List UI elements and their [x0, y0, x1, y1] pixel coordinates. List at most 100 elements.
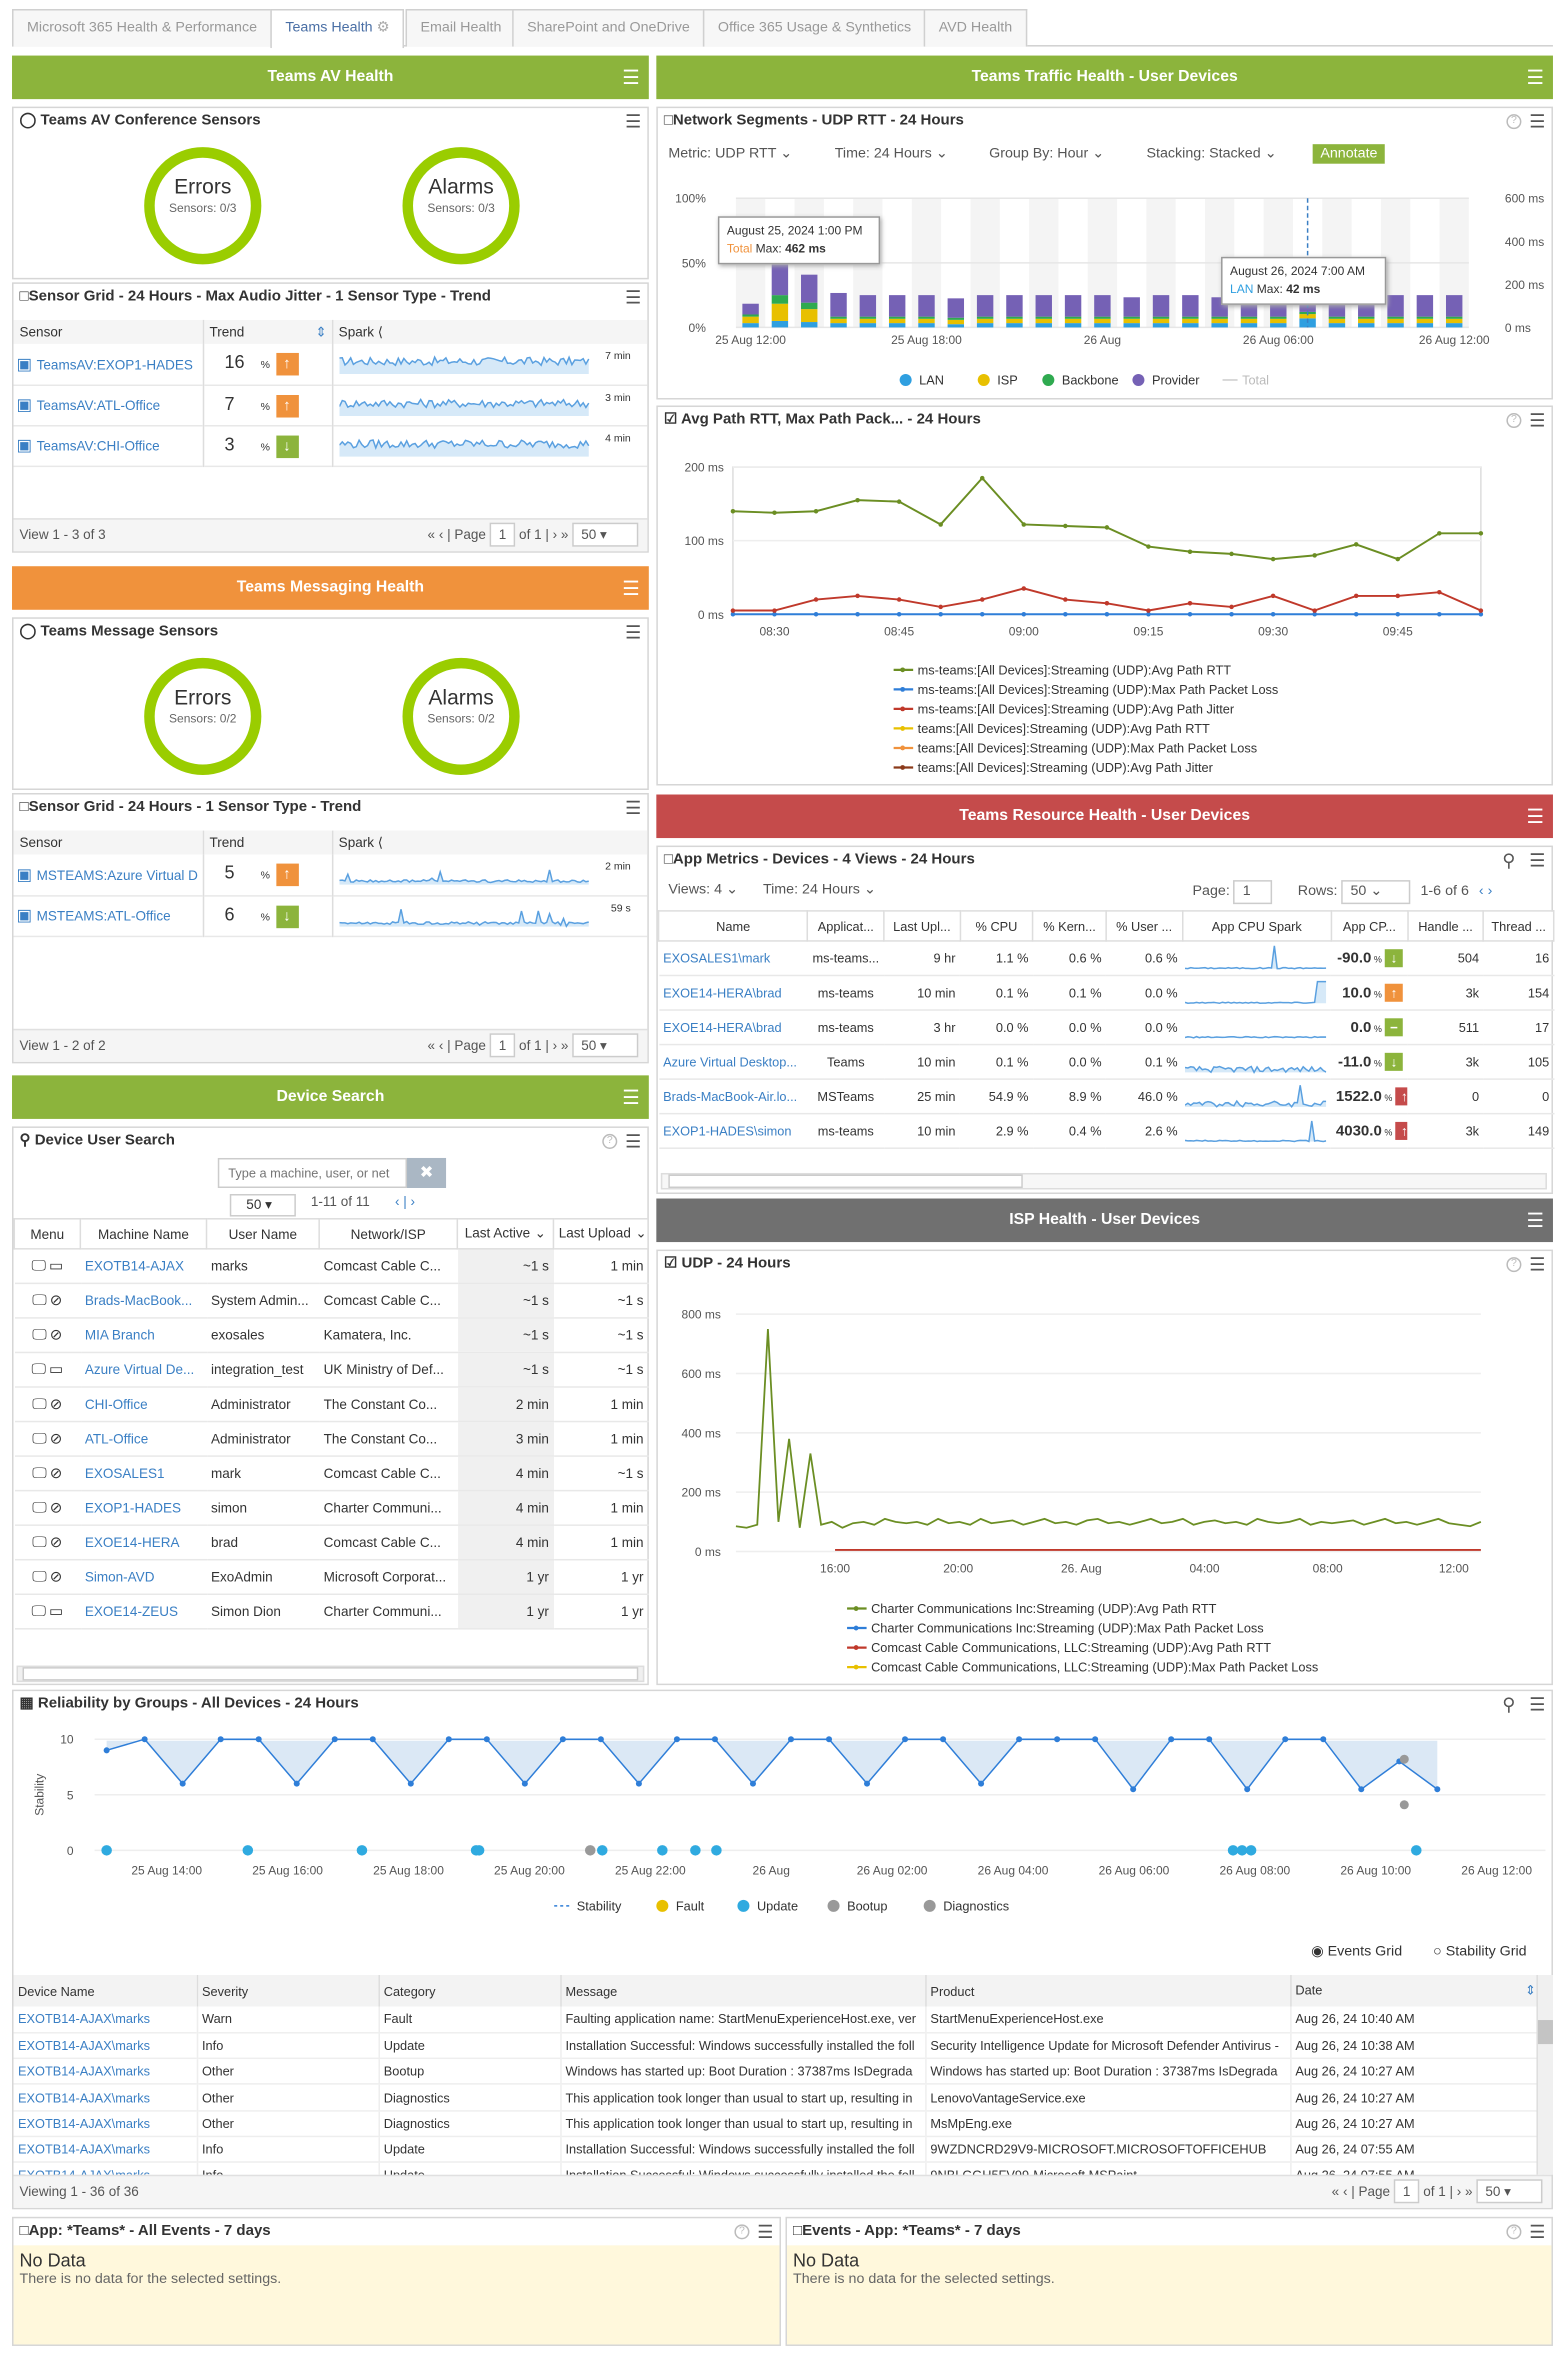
data-point[interactable]	[813, 508, 819, 514]
data-point[interactable]	[979, 475, 985, 481]
next-page-icon[interactable]: ›	[1487, 883, 1493, 900]
stability-point[interactable]	[826, 1736, 833, 1743]
bar-segment-lan[interactable]	[1270, 323, 1287, 328]
machine-name[interactable]: Brads-MacBook...	[80, 1283, 207, 1319]
event-marker[interactable]	[1245, 1845, 1257, 1856]
stability-point[interactable]	[559, 1736, 566, 1743]
data-point[interactable]	[896, 499, 902, 504]
col-header[interactable]: % User ...	[1105, 910, 1183, 942]
stability-point[interactable]	[331, 1736, 338, 1743]
data-point[interactable]	[1478, 612, 1484, 617]
bar-segment-provider[interactable]	[1035, 295, 1052, 317]
stability-grid-radio[interactable]: ○ Stability Grid	[1433, 1943, 1527, 1960]
bar-segment-isp[interactable]	[1270, 318, 1287, 324]
data-point[interactable]	[1146, 608, 1151, 613]
machine-name[interactable]: MIA Branch	[80, 1317, 207, 1354]
bar-segment-isp[interactable]	[801, 309, 818, 323]
sensor-row[interactable]: ▣ MSTEAMS:Azure Virtual D 5% ↑ 2 min	[13, 854, 648, 896]
col-header[interactable]: Last Active ⌄	[456, 1218, 555, 1250]
bar-segment-lan[interactable]	[1240, 323, 1258, 328]
next-page-icon[interactable]: ›	[552, 527, 558, 543]
bar-segment-lan[interactable]	[918, 323, 935, 328]
bar-segment-lan[interactable]	[1152, 323, 1170, 328]
table-row[interactable]: 🖵 ⊘ EXOE14-HERA brad Comcast Cable C... 4 min…	[14, 1525, 649, 1561]
menu-icon[interactable]: ☰	[1526, 66, 1544, 89]
device-name[interactable]: EXOE14-HERA\brad	[658, 1010, 808, 1046]
legend-item[interactable]: Backbone	[1042, 372, 1119, 387]
bar-segment-provider[interactable]	[1123, 297, 1140, 317]
bar-segment-isp[interactable]	[1416, 318, 1434, 324]
help-icon[interactable]: ?	[602, 1133, 618, 1149]
monitor-icon[interactable]: 🖵	[32, 1326, 47, 1344]
bar-segment-backbone[interactable]	[1211, 316, 1228, 319]
event-marker[interactable]	[1411, 1845, 1422, 1856]
col-header[interactable]: App CPU Spark	[1181, 910, 1333, 942]
tab-sharepoint-onedrive[interactable]: SharePoint and OneDrive	[512, 9, 705, 47]
bar-segment-backbone[interactable]	[918, 316, 935, 319]
table-row[interactable]: 🖵 ▭ Azure Virtual De... integration_test UK …	[14, 1352, 649, 1388]
sensor-row[interactable]: ▣ MSTEAMS:ATL-Office 6% ↓ 59 s	[13, 895, 648, 936]
tab-o365-usage[interactable]: Office 365 Usage & Synthetics	[702, 9, 927, 47]
data-point[interactable]	[1395, 593, 1401, 599]
menu-icon[interactable]: ☰	[1529, 410, 1546, 432]
horizontal-scrollbar[interactable]	[16, 1665, 645, 1683]
device-search-input[interactable]	[217, 1157, 408, 1189]
bar-segment-backbone[interactable]	[1094, 316, 1111, 319]
data-point[interactable]	[772, 510, 777, 515]
sensor-name[interactable]: TeamsAV:EXOP1-HADES	[36, 357, 193, 373]
legend-item[interactable]: Update	[737, 1898, 798, 1913]
bar-segment-isp[interactable]	[1328, 318, 1346, 324]
sparkline[interactable]: 4 min	[338, 427, 633, 460]
bar-segment-backbone[interactable]	[1240, 316, 1258, 319]
menu-icon[interactable]: ☰	[622, 66, 640, 89]
first-page-icon[interactable]: «	[427, 1037, 436, 1053]
monitor-icon[interactable]: 🖵	[32, 1534, 47, 1551]
bar-segment-isp[interactable]	[1094, 318, 1111, 324]
col-header[interactable]: User Name	[205, 1218, 320, 1250]
help-icon[interactable]: ?	[734, 2224, 750, 2240]
annotate-button[interactable]: Annotate	[1312, 144, 1386, 164]
bar-segment-isp[interactable]	[1006, 318, 1023, 324]
tab-m365-health[interactable]: Microsoft 365 Health & Performance	[12, 9, 273, 47]
bar-segment-backbone[interactable]	[976, 316, 994, 319]
monitor-icon[interactable]: 🖵	[32, 1499, 47, 1517]
data-point[interactable]	[938, 604, 943, 610]
bar-segment-backbone[interactable]	[1006, 316, 1023, 319]
data-point[interactable]	[1270, 612, 1276, 617]
stability-point[interactable]	[978, 1780, 985, 1787]
bar-segment-backbone[interactable]	[888, 316, 906, 319]
bar-segment-provider[interactable]	[1006, 295, 1023, 317]
data-point[interactable]	[1063, 612, 1068, 617]
bar-segment-backbone[interactable]	[1035, 316, 1052, 319]
bar-segment-isp[interactable]	[1123, 318, 1140, 324]
alarms-ring[interactable]: Alarms Sensors: 0/3	[402, 147, 520, 265]
block-icon[interactable]: ⊘	[49, 1465, 63, 1482]
bar-segment-provider[interactable]	[976, 295, 994, 317]
event-marker[interactable]	[584, 1845, 596, 1856]
network-segments-chart[interactable]: 0% 50% 100% 0 ms 200 ms 400 ms 600 ms 25 Aug 12…	[658, 171, 1555, 401]
data-point[interactable]	[896, 612, 902, 617]
bar-segment-lan[interactable]	[1123, 323, 1140, 328]
data-point[interactable]	[772, 608, 777, 613]
legend-item[interactable]: Charter Communications Inc:Streaming (UD…	[847, 1601, 1217, 1616]
col-header[interactable]: Applicat...	[807, 910, 885, 942]
table-row[interactable]: EXOE14-HERA\brad ms-teams 10 min 0.1 % 0.1 %…	[658, 975, 1554, 1011]
stability-line[interactable]	[106, 1738, 1438, 1791]
page-input[interactable]: 1	[489, 522, 516, 547]
machine-name[interactable]: ATL-Office	[80, 1421, 207, 1457]
stability-point[interactable]	[597, 1736, 604, 1743]
data-point[interactable]	[1229, 604, 1234, 610]
stability-point[interactable]	[673, 1736, 680, 1743]
bar-segment-backbone[interactable]	[1445, 316, 1463, 319]
bar-segment-isp[interactable]	[1299, 314, 1316, 319]
bar-segment-lan[interactable]	[1035, 323, 1052, 328]
page-input[interactable]: 1	[1393, 2179, 1420, 2204]
bar-segment-backbone[interactable]	[771, 295, 789, 304]
bar-segment-isp[interactable]	[1240, 318, 1258, 324]
col-header[interactable]: Date ⇕	[1290, 1974, 1544, 2007]
sensor-name[interactable]: TeamsAV:CHI-Office	[36, 438, 160, 454]
device-name[interactable]: EXOSALES1\mark	[658, 940, 808, 977]
bar-segment-lan[interactable]	[976, 323, 994, 328]
stability-point[interactable]	[103, 1747, 110, 1754]
stability-point[interactable]	[1054, 1736, 1061, 1743]
